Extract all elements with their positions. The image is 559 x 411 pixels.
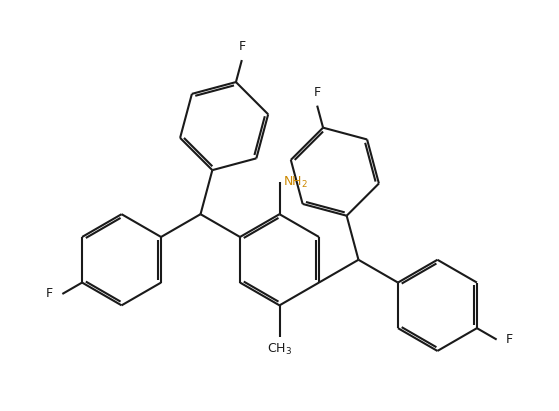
Text: NH$_2$: NH$_2$: [283, 175, 308, 190]
Text: F: F: [46, 287, 53, 300]
Text: F: F: [238, 40, 245, 53]
Text: F: F: [506, 333, 513, 346]
Text: CH$_3$: CH$_3$: [267, 342, 292, 357]
Text: F: F: [314, 86, 321, 99]
